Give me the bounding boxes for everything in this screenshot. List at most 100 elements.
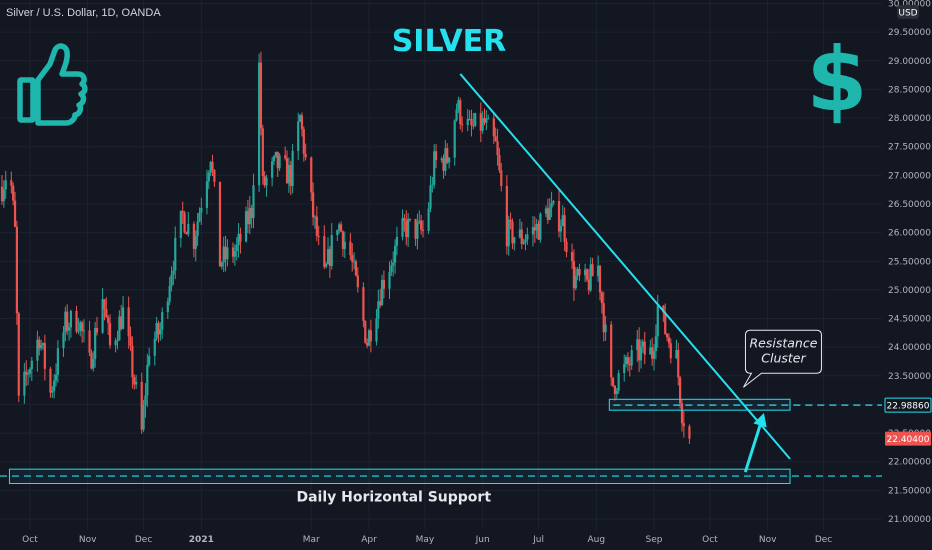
candle-body	[304, 153, 307, 158]
candle-body	[90, 352, 93, 369]
candle-body	[231, 247, 235, 257]
candle-body	[444, 148, 447, 171]
x-tick-label: Apr	[361, 535, 377, 545]
currency-badge-bg	[897, 5, 919, 19]
currency-badge-text: USD	[898, 9, 917, 19]
candle-body	[434, 151, 438, 161]
candle-body	[51, 390, 54, 393]
candle-body	[339, 224, 343, 232]
candle-body	[505, 185, 508, 247]
candle-body	[526, 234, 529, 240]
candle-body	[483, 118, 486, 123]
thumbs-up-cuff	[17, 77, 36, 123]
support-label: Daily Horizontal Support	[296, 489, 491, 505]
candle-body	[157, 322, 160, 335]
candle-body	[638, 339, 641, 361]
y-tick-label: 30.00000	[888, 0, 931, 10]
candle-body	[284, 155, 287, 159]
candle-body	[626, 357, 630, 364]
candle-body	[584, 269, 587, 276]
x-tick-label: Sep	[646, 535, 663, 545]
candle-body	[338, 224, 341, 230]
candle-body	[77, 330, 80, 332]
dollar-icon: $	[806, 28, 867, 131]
candle-body	[455, 109, 458, 121]
candle-body	[487, 118, 490, 120]
chart-title: SILVER	[392, 24, 507, 59]
candle-body	[330, 235, 333, 267]
candle-body	[239, 233, 242, 242]
candle-body	[336, 229, 339, 236]
candle-body	[380, 280, 384, 306]
candle-body	[485, 118, 488, 123]
candle-body	[446, 148, 449, 163]
candle-body	[390, 265, 393, 273]
candle-body	[617, 373, 620, 391]
candle-body	[118, 316, 121, 341]
candle-body	[196, 221, 199, 237]
candle-body	[67, 327, 71, 331]
symbol-header[interactable]: Silver / U.S. Dollar, 1D, OANDA	[6, 7, 161, 19]
candle-body	[539, 213, 542, 240]
candle-body	[36, 339, 39, 361]
candle-body	[511, 221, 514, 244]
candle-body	[550, 203, 553, 208]
x-tick-label: Dec	[135, 535, 152, 545]
candle-body	[654, 336, 657, 351]
last-price-tag: 22.40400	[885, 431, 931, 446]
candle-body	[604, 324, 607, 333]
candle-body	[366, 342, 369, 346]
candle-body	[179, 210, 182, 238]
candle-body	[53, 380, 56, 391]
callout-line-1: Resistance	[749, 335, 817, 350]
candle-body	[509, 219, 512, 222]
candle-body	[492, 118, 495, 137]
candle-body	[513, 237, 516, 244]
candle-body	[427, 208, 430, 231]
candle-body	[494, 136, 497, 142]
time-axis[interactable]: Oct Nov Dec 2021 Mar Apr May Jun Jul Aug Sep Oct Nov…	[22, 535, 832, 545]
x-tick-label: Oct	[22, 535, 38, 545]
y-tick-label: 27.00000	[888, 171, 931, 181]
candle-body	[544, 208, 548, 214]
last-price-value: 22.40400	[887, 435, 930, 445]
currency-badge[interactable]: USD	[897, 5, 919, 19]
candle-body	[598, 265, 602, 293]
candle-body	[349, 241, 352, 256]
candle-body	[548, 207, 551, 220]
downtrend-line[interactable]	[459, 73, 791, 460]
candle-body	[185, 232, 188, 235]
candle-body	[276, 151, 279, 169]
candle-body	[41, 343, 45, 346]
y-tick-label: 25.00000	[888, 286, 931, 296]
candle-body	[572, 261, 576, 289]
candle-body	[30, 360, 33, 370]
candle-body	[166, 301, 169, 313]
candle-body	[218, 181, 222, 267]
candle-body	[285, 158, 289, 184]
candle-body	[25, 371, 28, 375]
candle-body	[401, 218, 404, 237]
callout-bubble[interactable]	[743, 329, 822, 388]
candle-body	[159, 329, 162, 335]
bounce-arrow-line[interactable]	[743, 424, 762, 473]
candle-body	[207, 172, 210, 182]
bounce-arrow-head	[753, 413, 767, 428]
candle-body	[667, 337, 671, 344]
candle-body	[585, 269, 589, 280]
candle-body	[4, 180, 7, 190]
thumbs-up-icon	[17, 43, 88, 126]
candle-body	[103, 299, 106, 309]
resistance-price-value: 22.98860	[887, 402, 930, 412]
candle-body	[407, 218, 410, 238]
candle-body	[352, 261, 356, 263]
candle-body	[79, 322, 82, 331]
candle-body	[246, 211, 250, 225]
candle-body	[64, 311, 67, 333]
candle-body	[468, 118, 471, 120]
candle-body	[140, 381, 143, 430]
candle-body	[198, 212, 201, 222]
candle-body	[639, 346, 643, 361]
x-tick-label: Oct	[702, 535, 718, 545]
